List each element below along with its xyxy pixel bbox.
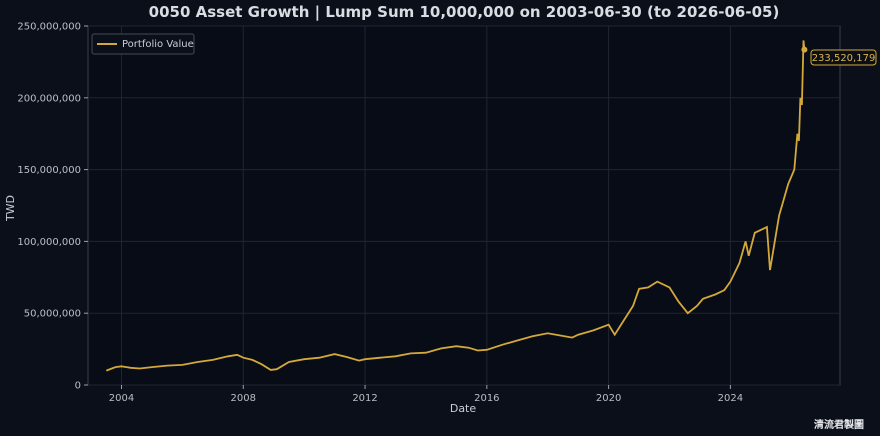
grid [88,25,840,386]
x-axis-ticks: 2004 2008 2012 2016 2020 2024 [109,385,743,404]
plot-background [87,25,841,386]
legend-label: Portfolio Value [122,39,194,50]
y-tick-label: 150,000,000 [17,165,81,176]
chart-title: 0050 Asset Growth | Lump Sum 10,000,000 … [149,3,780,22]
x-tick-label: 2004 [109,393,134,404]
x-tick-label: 2008 [231,393,256,404]
plot-area [87,25,841,386]
end-value-label: 233,520,179 [812,53,876,64]
y-tick-label: 200,000,000 [17,93,81,104]
y-tick-label: 50,000,000 [24,309,81,320]
y-axis-ticks: 0 50,000,000 100,000,000 150,000,000 200,000… [17,22,88,392]
y-tick-label: 100,000,000 [17,237,81,248]
x-tick-label: 2012 [352,393,377,404]
y-axis-label: TWD [4,195,17,222]
watermark: 清流君製圖 [814,418,864,431]
series-line-portfolio-value [105,40,806,372]
x-tick-label: 2016 [474,393,499,404]
end-value-annotation: 233,520,179 [810,49,877,66]
y-tick-label: 250,000,000 [17,22,81,33]
x-tick-label: 2020 [596,393,621,404]
y-tick-label: 0 [75,381,81,392]
end-point-marker [801,46,808,53]
x-axis-label: Date [450,402,477,415]
legend-box [91,33,195,55]
x-tick-label: 2024 [718,393,743,404]
end-value-box [810,49,877,66]
legend: Portfolio Value [91,33,195,55]
